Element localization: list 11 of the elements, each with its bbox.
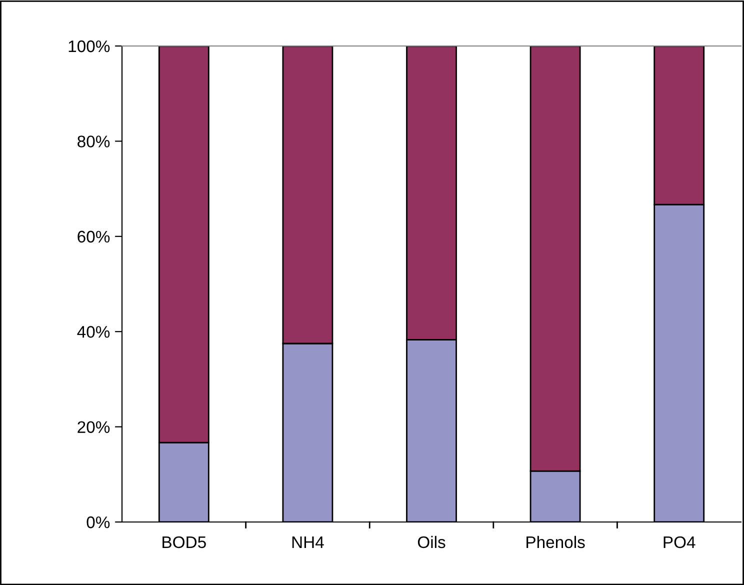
y-tick-label: 0% xyxy=(86,516,110,528)
y-tick-label: 40% xyxy=(77,326,110,338)
x-tick-label: BOD5 xyxy=(162,536,206,548)
x-tick-label: Oils xyxy=(418,536,446,548)
y-tick-label: 100% xyxy=(68,40,110,52)
x-tick-label: PO4 xyxy=(664,536,696,548)
y-tick-label: 80% xyxy=(78,136,110,148)
y-tick-label: 20% xyxy=(78,421,110,434)
x-tick-label: NH4 xyxy=(292,536,324,548)
y-tick-label: 60% xyxy=(78,230,110,243)
x-tick-label: Phenols xyxy=(526,536,585,548)
